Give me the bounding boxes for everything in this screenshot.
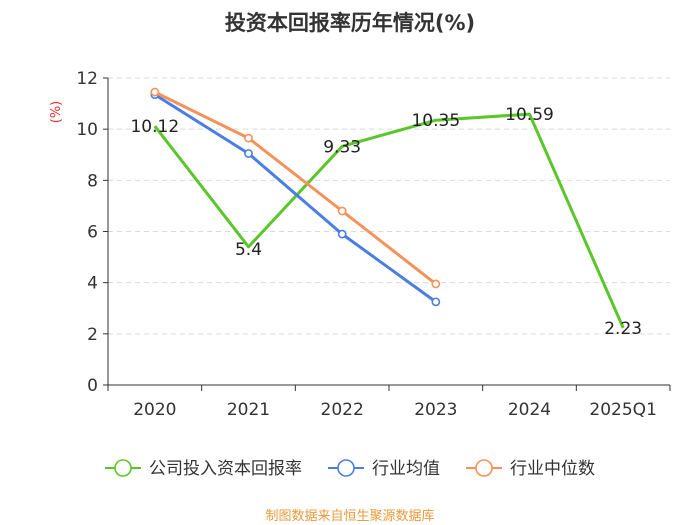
x-tick-labels: 2020 2021 2022 2023 2024 2025Q1 xyxy=(133,400,657,420)
y-tick-label: 0 xyxy=(87,376,98,396)
data-label: 9.33 xyxy=(323,137,361,157)
grid-lines xyxy=(108,77,670,335)
legend-swatch-marker xyxy=(475,459,493,477)
y-tick-label: 4 xyxy=(87,274,98,294)
x-tick-label: 2021 xyxy=(227,400,270,420)
legend-item-2[interactable]: 行业中位数 xyxy=(466,459,595,479)
chart-title: 投资本回报率历年情况(%) xyxy=(225,11,475,35)
x-tick-label: 2020 xyxy=(133,400,176,420)
series-line-2 xyxy=(154,90,437,286)
x-tick-label: 2024 xyxy=(508,400,551,420)
series-point-2 xyxy=(244,133,253,143)
legend-label: 行业中位数 xyxy=(510,459,595,479)
source-note: 制图数据来自恒生聚源数据库 xyxy=(265,508,434,524)
y-tick-label: 2 xyxy=(87,325,98,345)
legend-label: 公司投入资本回报率 xyxy=(149,459,302,479)
x-tick-label: 2023 xyxy=(414,400,457,420)
legend: 公司投入资本回报率 行业均值 行业中位数 xyxy=(105,459,595,479)
y-tick-label: 6 xyxy=(87,223,98,243)
legend-swatch-marker xyxy=(114,459,132,477)
x-tick-label: 2025Q1 xyxy=(589,400,656,420)
y-tick-label: 8 xyxy=(87,171,98,191)
legend-item-0[interactable]: 公司投入资本回报率 xyxy=(105,459,302,479)
axes xyxy=(103,77,671,391)
series-point-2 xyxy=(150,87,160,97)
series-line-0 xyxy=(153,112,625,329)
y-tick-label: 10 xyxy=(76,120,98,140)
y-axis-unit: (%) xyxy=(49,101,64,124)
legend-item-1[interactable]: 行业均值 xyxy=(328,459,440,479)
series-layer xyxy=(150,87,625,329)
series-point-2 xyxy=(337,206,347,216)
data-label: 2.23 xyxy=(604,319,642,339)
series-point-1 xyxy=(431,297,441,307)
legend-label: 行业均值 xyxy=(372,459,440,479)
series-line-1 xyxy=(154,93,437,304)
legend-swatch-marker xyxy=(337,459,355,477)
data-label: 10.12 xyxy=(130,117,179,137)
series-point-1 xyxy=(337,229,347,239)
data-label: 10.59 xyxy=(505,105,554,125)
data-label: 5.4 xyxy=(235,240,262,260)
series-point-1 xyxy=(244,149,253,158)
data-labels: 10.12 5.4 9.33 10.35 10.59 2.23 xyxy=(130,105,642,339)
series-point-2 xyxy=(431,279,441,289)
y-tick-label: 12 xyxy=(76,69,98,89)
data-label: 10.35 xyxy=(411,111,460,131)
x-tick-label: 2022 xyxy=(321,400,364,420)
y-tick-labels: 0 2 4 6 8 10 12 xyxy=(76,69,98,396)
